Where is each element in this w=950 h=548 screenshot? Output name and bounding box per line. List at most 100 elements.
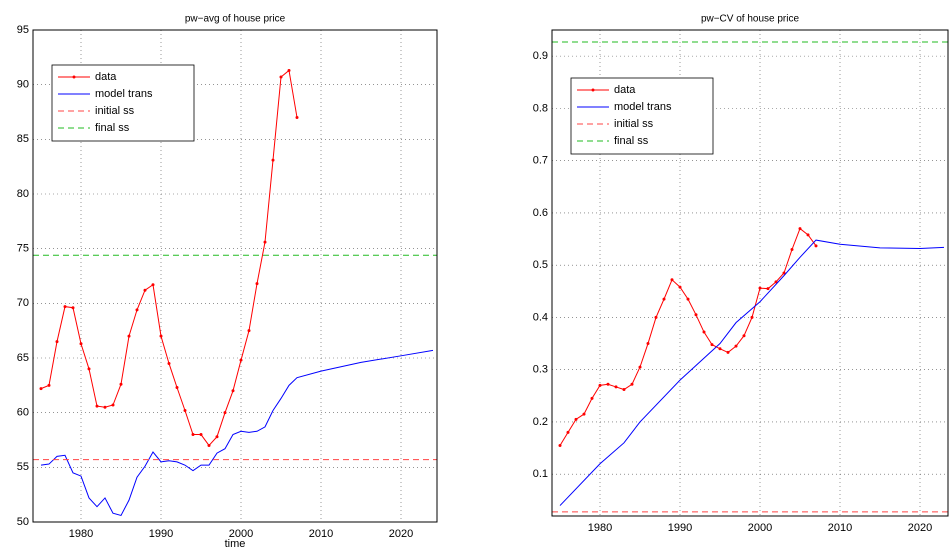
- data-point: [87, 367, 91, 371]
- data-point: [103, 405, 107, 409]
- data-point: [135, 308, 139, 312]
- data-point: [782, 271, 786, 275]
- data-point: [798, 227, 802, 231]
- data-point: [806, 233, 810, 237]
- data-point: [287, 68, 291, 72]
- data-point: [558, 443, 562, 447]
- data-point: [718, 347, 722, 351]
- data-point: [662, 297, 666, 301]
- data-point: [598, 383, 602, 387]
- data-point: [143, 288, 147, 292]
- x-tick-label: 2020: [908, 522, 932, 534]
- legend-label: final ss: [95, 122, 130, 134]
- data-point: [271, 158, 275, 162]
- y-tick-label: 65: [17, 352, 29, 364]
- y-tick-label: 0.8: [533, 102, 548, 114]
- chart-title: pw−CV of house price: [701, 14, 800, 25]
- x-tick-label: 2010: [828, 522, 852, 534]
- data-point: [654, 315, 658, 319]
- data-point: [279, 75, 283, 79]
- data-point: [255, 282, 259, 286]
- y-tick-label: 0.5: [533, 259, 548, 271]
- x-tick-label: 2000: [229, 528, 253, 540]
- x-tick-label: 1990: [149, 528, 173, 540]
- y-tick-label: 70: [17, 297, 29, 309]
- x-tick-label: 2020: [389, 528, 413, 540]
- data-point: [686, 297, 690, 301]
- data-point: [646, 342, 650, 346]
- data-point: [183, 408, 187, 412]
- data-point: [111, 403, 115, 407]
- y-tick-label: 0.9: [533, 50, 548, 62]
- plot-frame: [551, 29, 949, 517]
- data-point: [742, 334, 746, 338]
- data-line: [559, 239, 945, 506]
- legend-label: data: [614, 84, 636, 96]
- x-tick-label: 1980: [588, 522, 612, 534]
- y-tick-label: 80: [17, 188, 29, 200]
- data-point: [814, 244, 818, 248]
- legend-label: model trans: [614, 101, 672, 113]
- data-point: [231, 389, 235, 393]
- data-point: [247, 329, 251, 333]
- y-tick-label: 0.6: [533, 207, 548, 219]
- data-point: [55, 340, 59, 344]
- data-point: [734, 344, 738, 348]
- y-tick-label: 0.1: [533, 468, 548, 480]
- y-tick-label: 90: [17, 79, 29, 91]
- data-point: [63, 305, 67, 309]
- y-tick-label: 0.3: [533, 364, 548, 376]
- data-point: [566, 430, 570, 434]
- data-point: [119, 382, 123, 386]
- data-point: [167, 361, 171, 365]
- data-point: [670, 278, 674, 282]
- data-point: [614, 385, 618, 389]
- data-point: [95, 404, 99, 408]
- data-point: [199, 433, 203, 437]
- x-tick-label: 1990: [668, 522, 692, 534]
- data-line: [559, 227, 817, 446]
- data-point: [215, 435, 219, 439]
- legend-box: [51, 64, 195, 142]
- data-point: [159, 334, 163, 338]
- data-point: [239, 358, 243, 362]
- data-point: [766, 287, 770, 291]
- data-point: [630, 382, 634, 386]
- legend-label: initial ss: [95, 105, 135, 117]
- y-tick-label: 85: [17, 133, 29, 145]
- data-point: [606, 382, 610, 386]
- data-point: [582, 412, 586, 416]
- y-tick-label: 0.7: [533, 155, 548, 167]
- y-tick-label: 75: [17, 243, 29, 255]
- data-point: [678, 285, 682, 289]
- y-tick-label: 55: [17, 461, 29, 473]
- data-point: [638, 365, 642, 369]
- data-point: [726, 350, 730, 354]
- data-point: [207, 443, 211, 447]
- data-line: [40, 349, 434, 517]
- legend-box: [570, 77, 714, 155]
- data-point: [263, 240, 267, 244]
- data-point: [774, 280, 778, 284]
- data-point: [47, 383, 51, 387]
- data-point: [175, 386, 179, 390]
- x-tick-label: 2010: [309, 528, 333, 540]
- data-point: [191, 433, 195, 437]
- data-point: [790, 247, 794, 251]
- data-point: [590, 396, 594, 400]
- legend-marker: [72, 75, 76, 79]
- data-point: [758, 286, 762, 290]
- legend-label: initial ss: [614, 118, 654, 130]
- plot-frame: [32, 29, 438, 523]
- y-tick-label: 95: [17, 24, 29, 36]
- chart-title: pw−avg of house price: [185, 14, 286, 25]
- y-tick-label: 0.2: [533, 416, 548, 428]
- data-point: [223, 411, 227, 415]
- legend-label: final ss: [614, 135, 649, 147]
- x-axis-label: time: [225, 538, 246, 548]
- data-point: [750, 315, 754, 319]
- legend-marker: [591, 88, 595, 92]
- data-point: [295, 115, 299, 119]
- legend-label: data: [95, 71, 117, 83]
